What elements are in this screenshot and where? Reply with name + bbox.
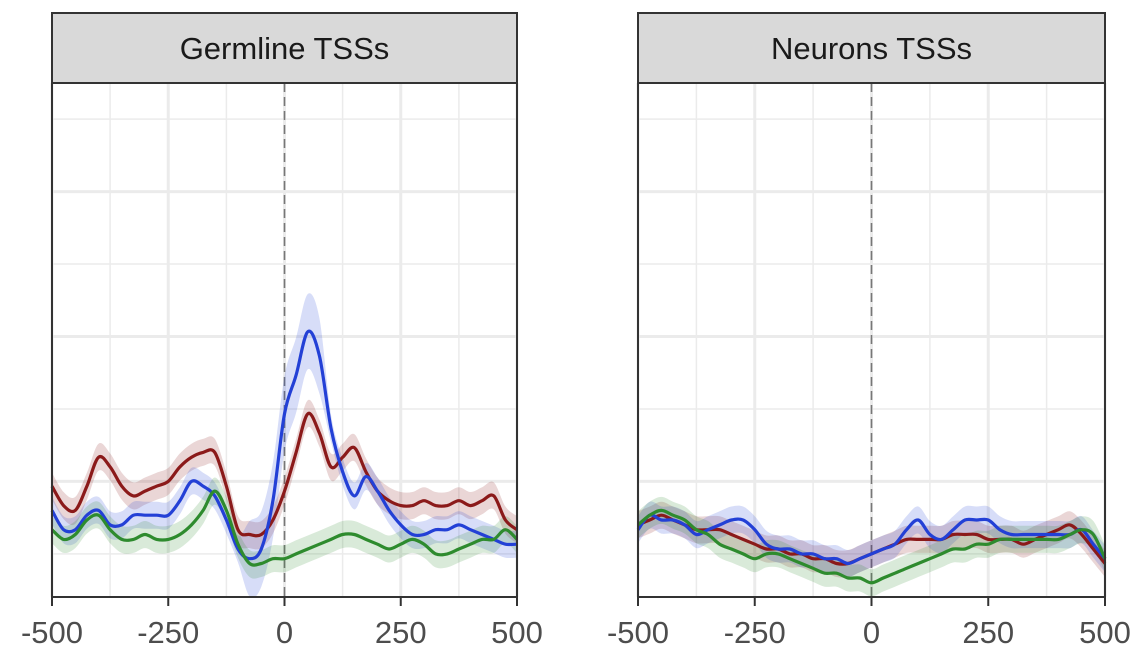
x-tick-label: 0 <box>863 615 880 650</box>
x-tick-label: 250 <box>962 615 1014 650</box>
x-tick-label: 500 <box>491 615 543 650</box>
series-3-line <box>636 508 1107 585</box>
x-tick-label: -250 <box>137 615 199 650</box>
series-3-line <box>50 489 519 567</box>
series-3-ribbon <box>638 496 1105 597</box>
facet-title: Germline TSSs <box>180 31 390 66</box>
x-tick-label: 0 <box>276 615 293 650</box>
series-2-ribbon <box>52 293 517 598</box>
series-3-ribbon <box>52 477 517 579</box>
x-tick-label: -500 <box>21 615 83 650</box>
x-tick-label: 250 <box>375 615 427 650</box>
series-1-ribbon <box>52 399 517 550</box>
x-tick-label: 500 <box>1079 615 1131 650</box>
x-tick-label: -500 <box>607 615 669 650</box>
series-2-line <box>50 329 518 561</box>
x-tick-label: -250 <box>724 615 786 650</box>
series-1-line <box>50 411 519 538</box>
panel-2: Neurons TSSs -500 -250 0 250 500 <box>607 12 1131 650</box>
facet-title: Neurons TSSs <box>771 31 972 66</box>
facet-strip <box>51 12 518 84</box>
facet-strip <box>637 12 1106 84</box>
panel-1: Germline TSSs -500 -250 0 250 500 <box>21 12 543 650</box>
series-2-line <box>636 513 1107 566</box>
